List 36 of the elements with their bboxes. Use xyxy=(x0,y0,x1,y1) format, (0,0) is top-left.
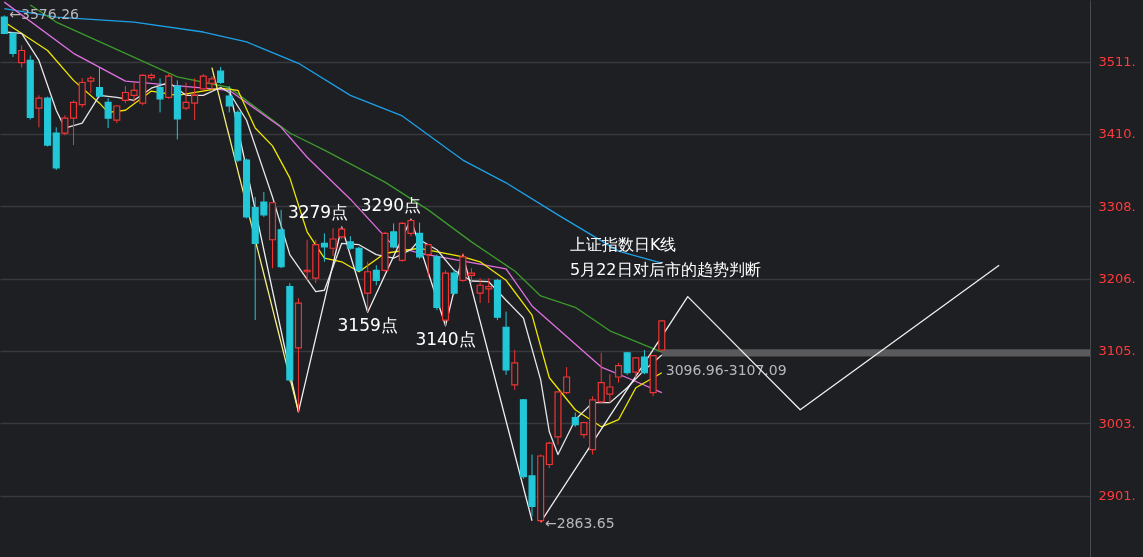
candlestick xyxy=(614,362,623,384)
candlestick xyxy=(640,349,649,375)
text: 5月22日对后市的趋势判断 xyxy=(570,260,761,279)
candlestick xyxy=(364,261,372,313)
candlestick xyxy=(69,99,78,146)
candlestick xyxy=(18,45,26,69)
candlestick xyxy=(416,222,424,260)
candlestick xyxy=(225,85,233,113)
candlestick xyxy=(78,77,86,108)
y-tick-label: 3410. xyxy=(1098,126,1136,142)
candlestick xyxy=(632,356,640,379)
candlestick xyxy=(390,222,398,249)
candlestick xyxy=(424,243,432,278)
y-tick-label: 3206. xyxy=(1098,271,1136,287)
candlestick xyxy=(459,252,467,283)
y-tick-label: 3003. xyxy=(1098,415,1136,431)
candlestick xyxy=(156,77,164,113)
candlestick xyxy=(165,73,173,100)
y-tick-label: 2901. xyxy=(1098,488,1136,504)
candlestick xyxy=(545,441,553,469)
annotation: 3140点 xyxy=(415,328,476,349)
annotation: 3290点 xyxy=(360,195,422,216)
candlestick xyxy=(61,114,69,136)
y-tick-label: 3105. xyxy=(1098,343,1136,359)
candlestick xyxy=(104,97,112,129)
candlestick xyxy=(35,94,43,128)
y-tick-label: 3308. xyxy=(1098,198,1136,214)
candlestick xyxy=(450,269,458,296)
candlestick xyxy=(95,67,104,98)
annotation: ←2863.65 xyxy=(545,515,615,531)
candlestick xyxy=(372,264,380,286)
candlestick xyxy=(511,349,519,391)
annotation: 3159点 xyxy=(337,315,398,336)
candlestick xyxy=(329,227,337,257)
y-tick-label: 3511. xyxy=(1098,54,1136,70)
candlestick xyxy=(623,351,631,376)
